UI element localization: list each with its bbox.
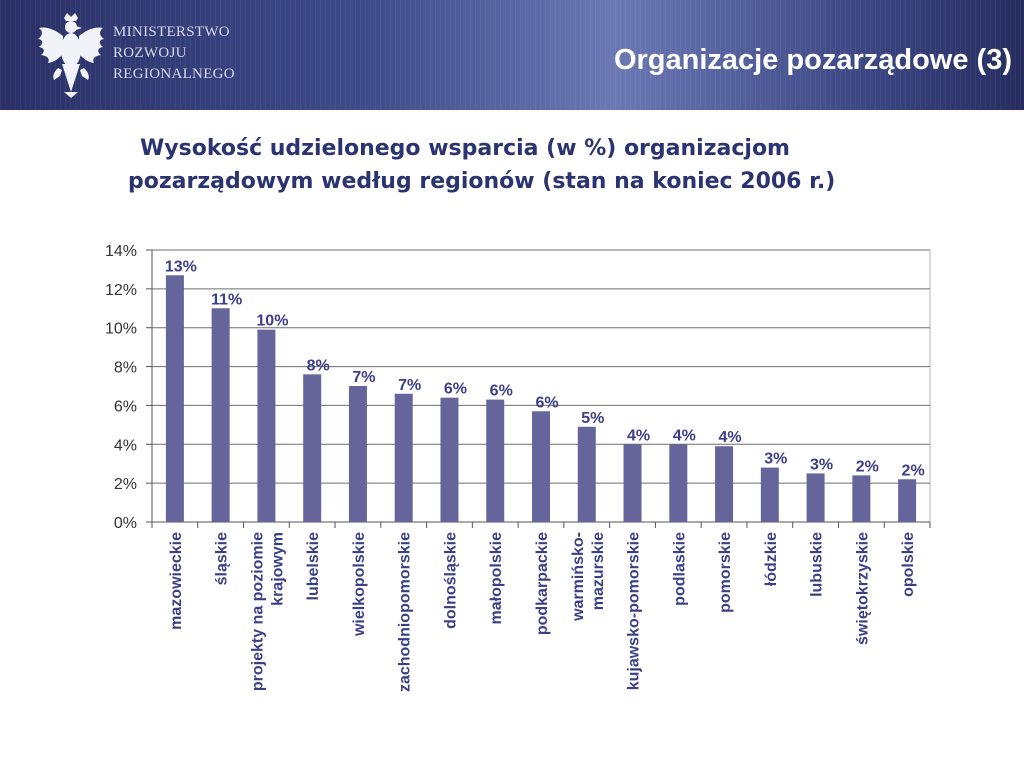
data-label: 4% [673,427,696,444]
chart-title-line: pozarządowym według regionów (stan na ko… [128,169,836,194]
category-label: małopolskie [488,532,505,625]
y-tick-label: 10% [105,321,137,338]
y-tick-label: 4% [114,437,137,454]
data-label: 8% [307,357,330,374]
data-label: 6% [535,394,558,411]
y-tick-label: 0% [114,515,137,532]
bar [257,329,276,522]
category-label: kujawsko-pomorskie [626,532,643,690]
slide-title: Organizacje pozarządowe (3) [613,44,1012,76]
data-label: 3% [764,451,787,468]
category-label: pomorskie [717,532,734,613]
bar [577,426,596,522]
bar [303,374,322,522]
data-label: 2% [902,462,925,479]
category-label: opolskie [900,532,917,597]
bar [623,444,642,522]
ministry-name: MINISTERSTWO ROZWOJU REGIONALNEGO [113,22,235,85]
category-label: podkarpackie [534,532,551,635]
y-tick-label: 14% [105,243,137,260]
bar [852,475,871,522]
y-tick-label: 6% [114,398,137,415]
bar [348,386,367,522]
category-label: lubuskie [809,532,826,597]
category-label: dolnośląskie [442,532,459,629]
bar [669,444,688,522]
header-banner: MINISTERSTWO ROZWOJU REGIONALNEGO Organi… [0,0,1024,110]
data-label: 10% [256,313,288,330]
data-label: 13% [165,258,197,275]
bar [486,399,505,522]
bar [760,467,779,522]
data-label: 3% [810,456,833,473]
data-label: 4% [718,429,741,446]
data-label: 5% [581,410,604,427]
ministry-line: REGIONALNEGO [113,66,235,82]
category-label: śląskie [214,532,231,585]
category-label: mazowieckie [168,532,185,630]
category-label: krajowym [269,532,286,606]
bar [211,308,230,522]
bar [394,393,413,522]
data-label: 6% [490,383,513,400]
bar [715,446,734,522]
y-tick-label: 2% [114,476,137,493]
category-label: projekty na poziomie [249,532,266,691]
category-label: zachodniopomorskie [397,532,414,692]
category-label: lubelskie [305,532,322,601]
data-label: 7% [398,377,421,394]
category-label: świętokrzyskie [854,532,871,645]
category-label: warmińsko- [570,532,587,622]
bar [440,397,459,522]
data-label: 2% [856,458,879,475]
y-tick-label: 8% [114,360,137,377]
data-label: 6% [444,381,467,398]
ministry-line: MINISTERSTWO [113,24,230,40]
bar [898,479,917,522]
bar [532,411,550,522]
chart-title: Wysokość udzielonego wsparcia (w %) orga… [60,132,980,198]
data-label: 4% [627,427,650,444]
data-label: 11% [211,291,242,308]
category-label: mazurskie [590,532,607,610]
bar [806,473,825,522]
ministry-line: ROZWOJU [113,45,187,61]
category-label: podlaskie [671,532,688,606]
bar [165,275,184,522]
category-label: łódzkie [763,532,780,586]
category-label: wielkopolskie [351,532,368,637]
eagle-emblem-icon [38,13,104,98]
y-tick-label: 12% [105,282,137,299]
data-label: 7% [352,369,375,386]
chart-title-line: Wysokość udzielonego wsparcia (w %) orga… [140,136,790,161]
